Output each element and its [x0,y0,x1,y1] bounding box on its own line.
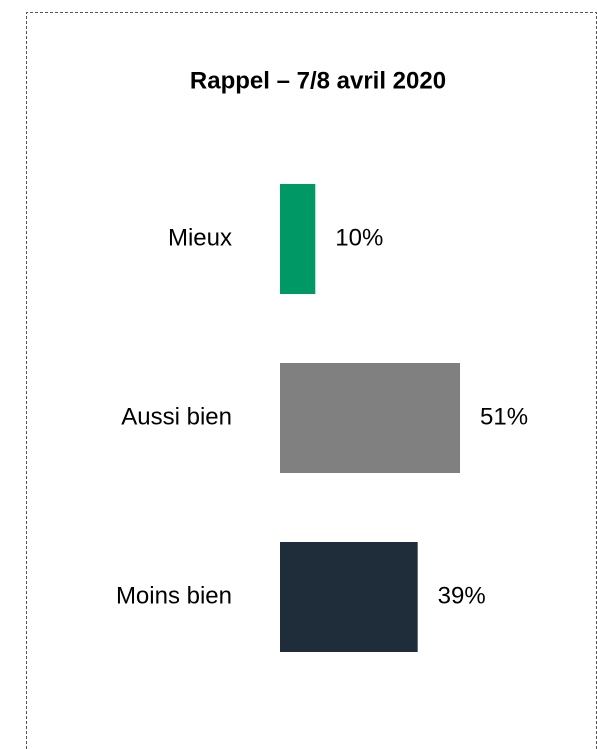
value-label: 39% [438,582,486,609]
category-label: Aussi bien [121,403,232,430]
frame [26,12,597,749]
value-label: 10% [335,224,383,251]
bar [280,542,418,652]
value-label: 51% [480,403,528,430]
chart-title: Rappel – 7/8 avril 2020 [190,67,446,94]
bar [280,184,316,294]
category-label: Moins bien [116,582,232,609]
category-label: Mieux [168,224,232,251]
bar [280,363,461,473]
